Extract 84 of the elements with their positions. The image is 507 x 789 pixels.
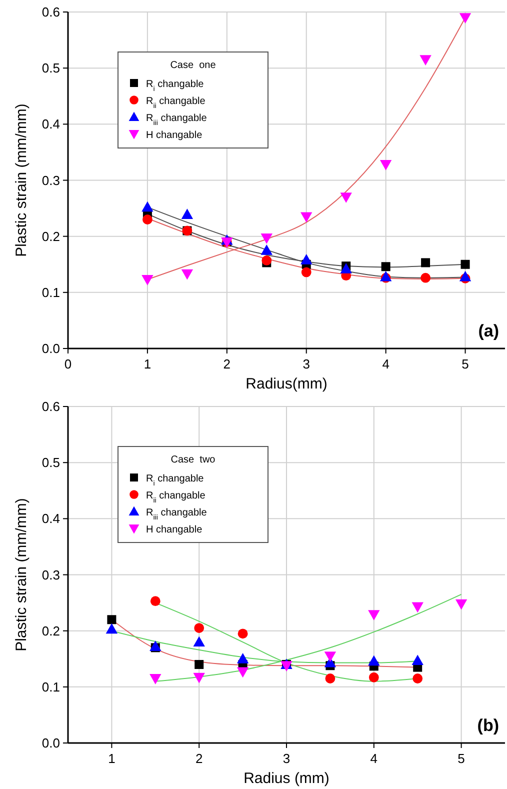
- legend-label: H changable: [146, 524, 203, 536]
- point: [380, 160, 392, 170]
- point: [340, 192, 352, 203]
- x-tick-label: 3: [282, 751, 290, 766]
- x-tick-label: 3: [302, 356, 310, 372]
- y-tick-label: 0.0: [42, 341, 60, 356]
- point: [260, 244, 272, 255]
- point: [300, 212, 312, 223]
- point: [301, 267, 312, 278]
- y-tick-label: 0.4: [42, 116, 60, 132]
- y-tick-label: 0.5: [42, 455, 60, 470]
- x-tick-label: 5: [462, 356, 469, 372]
- x-tick-label: 1: [108, 751, 116, 766]
- point: [459, 270, 472, 282]
- point: [194, 623, 204, 633]
- y-tick-label: 0.6: [42, 399, 60, 414]
- point: [412, 654, 424, 666]
- point: [324, 652, 336, 662]
- point: [193, 636, 205, 647]
- point: [421, 258, 430, 268]
- y-tick-label: 0.3: [42, 567, 60, 582]
- x-tick-label: 2: [223, 356, 231, 372]
- point: [280, 661, 292, 672]
- point: [459, 13, 472, 24]
- point: [181, 269, 194, 280]
- point: [236, 653, 249, 664]
- point: [412, 602, 424, 613]
- point: [325, 674, 336, 684]
- point: [260, 234, 272, 244]
- legend-label: R$_{ii}$ changable: [146, 96, 206, 110]
- y-tick-label: 0.2: [42, 623, 60, 638]
- legend-label: R$_{iii}$ changable: [146, 508, 208, 521]
- point: [460, 260, 470, 269]
- y-axis-title: Plastic strain (mm/mm): [13, 498, 30, 652]
- point: [368, 610, 380, 620]
- x-axis-title: Radius (mm): [244, 770, 330, 787]
- point: [194, 660, 204, 669]
- point: [181, 208, 194, 219]
- point: [300, 254, 312, 264]
- legend-title: Case two: [170, 454, 216, 466]
- y-tick-label: 0.6: [42, 4, 60, 20]
- x-tick-label: 4: [382, 356, 390, 372]
- legend-label: R$_{i}$ changable: [146, 79, 204, 92]
- legend-label: R$_{i}$ changable: [146, 474, 204, 487]
- y-tick-label: 0.1: [42, 284, 60, 300]
- legend-label: R$_{ii}$ changable: [146, 490, 206, 504]
- x-tick-label: 4: [370, 751, 378, 766]
- y-axis-title: Plastic strain (mm/mm): [13, 104, 30, 257]
- legend-label: R$_{iii}$ changable: [146, 113, 208, 126]
- x-tick-label: 5: [458, 751, 465, 766]
- y-tick-label: 0.0: [42, 736, 60, 750]
- point: [420, 55, 432, 66]
- point: [106, 623, 118, 634]
- x-axis-title: Radius(mm): [246, 376, 328, 392]
- point: [142, 201, 154, 212]
- annotation: (b): [477, 716, 499, 735]
- point: [142, 275, 154, 286]
- point: [368, 672, 379, 682]
- y-tick-label: 0.4: [42, 511, 60, 526]
- y-tick-label: 0.2: [42, 228, 60, 244]
- x-tick-label: 1: [144, 356, 152, 372]
- point: [236, 667, 249, 678]
- legend-label: H changable: [146, 130, 203, 141]
- point: [193, 672, 205, 684]
- point: [381, 262, 390, 272]
- annotation: (a): [478, 322, 499, 340]
- point: [150, 640, 162, 652]
- legend-title: Case one: [170, 60, 216, 71]
- point: [238, 628, 248, 639]
- point: [150, 596, 160, 606]
- point: [262, 256, 272, 266]
- point: [150, 674, 162, 684]
- y-tick-label: 0.5: [42, 60, 60, 76]
- point: [340, 263, 352, 274]
- point: [455, 599, 468, 610]
- y-tick-label: 0.3: [42, 172, 60, 188]
- x-tick-label: 0: [64, 356, 72, 372]
- y-tick-label: 0.1: [42, 679, 60, 694]
- point: [368, 655, 380, 666]
- point: [142, 214, 152, 224]
- point: [412, 674, 423, 684]
- point: [420, 272, 430, 283]
- x-tick-label: 2: [195, 751, 203, 766]
- point: [107, 615, 116, 624]
